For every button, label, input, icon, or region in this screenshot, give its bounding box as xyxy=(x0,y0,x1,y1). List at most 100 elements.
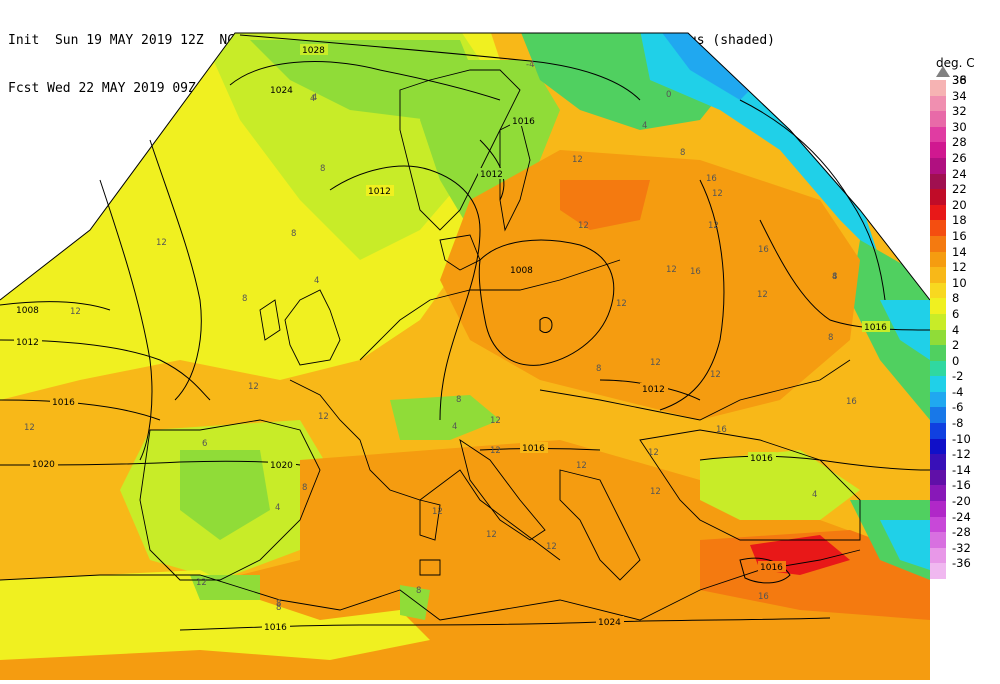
contour-label: 0 xyxy=(666,90,671,100)
legend-label: 36 xyxy=(952,73,967,87)
legend-swatch xyxy=(930,313,946,330)
contour-label: 12 xyxy=(666,265,677,275)
contour-label: 16 xyxy=(846,397,857,407)
legend-row: 8 xyxy=(930,291,1000,314)
legend-swatch xyxy=(930,547,946,564)
contour-label: 8 xyxy=(832,272,837,282)
legend-row: 28 xyxy=(930,135,1000,158)
legend-row: -32 xyxy=(930,541,1000,564)
legend-row: -6 xyxy=(930,400,1000,424)
legend-row: 22 xyxy=(930,182,1000,205)
legend-swatch xyxy=(930,189,946,205)
legend-row: -16 xyxy=(930,478,1000,502)
legend-label: 22 xyxy=(952,182,967,197)
contour-label: -4 xyxy=(526,60,534,70)
legend-row: -20 xyxy=(930,494,1000,517)
legend-label: 32 xyxy=(952,104,967,119)
contour-label: 16 xyxy=(758,245,769,255)
legend-swatch xyxy=(930,391,946,408)
contour-label: 4 xyxy=(312,93,317,103)
legend-row: 12 xyxy=(930,260,1000,283)
legend-swatch xyxy=(930,360,946,377)
legend-swatch xyxy=(930,95,946,112)
contour-label: 12 xyxy=(432,507,443,517)
legend-swatch xyxy=(930,267,946,283)
legend-label: -32 xyxy=(952,540,971,555)
isobar-label: 1024 xyxy=(270,86,293,96)
legend-swatch xyxy=(930,204,946,221)
contour-label: 12 xyxy=(318,412,329,422)
contour-label: 8 xyxy=(302,483,307,493)
legend-row: -4 xyxy=(930,385,1000,408)
legend-swatch xyxy=(930,563,946,579)
contour-label: 12 xyxy=(196,578,207,588)
legend-label: -4 xyxy=(952,384,964,399)
isobar-label: 1016 xyxy=(522,444,545,454)
legend-swatch xyxy=(930,423,946,439)
legend-row: 2 xyxy=(930,338,1000,361)
legend-row: -36 xyxy=(930,556,1000,579)
contour-label: 4 xyxy=(314,276,319,286)
legend-row: 36 xyxy=(930,73,1000,96)
contour-label: 16 xyxy=(690,267,701,277)
legend-row: -14 xyxy=(930,463,1000,486)
isobar-labels: 1028 1024 1012 1008 1012 1016 1020 1020 … xyxy=(14,44,890,633)
contour-label: 12 xyxy=(572,155,583,165)
contour-label: 12 xyxy=(757,290,768,300)
legend-swatch xyxy=(930,438,946,455)
legend-label: -36 xyxy=(952,556,971,571)
legend-swatch xyxy=(930,173,946,190)
contour-label: 12 xyxy=(650,358,661,368)
contour-label: 12 xyxy=(490,446,501,456)
legend-label: 12 xyxy=(952,260,967,275)
legend-label: 0 xyxy=(952,353,960,368)
contour-label: 12 xyxy=(648,448,659,458)
legend-swatch xyxy=(930,501,946,517)
legend-label: 28 xyxy=(952,135,967,150)
legend-swatch xyxy=(930,80,946,96)
legend-label: 24 xyxy=(952,166,967,181)
legend-label: 30 xyxy=(952,119,967,134)
legend-label: 14 xyxy=(952,244,967,259)
legend-row: 18 xyxy=(930,213,1000,236)
contour-label: 12 xyxy=(70,307,81,317)
legend-swatch xyxy=(930,111,946,127)
coastlines xyxy=(0,69,861,621)
legend-swatch xyxy=(930,485,946,502)
legend-label: -28 xyxy=(952,525,971,540)
legend-top-arrow-icon xyxy=(936,66,950,77)
legend-swatch xyxy=(930,220,946,236)
contour-label: 8 xyxy=(680,148,685,158)
legend-row: -12 xyxy=(930,447,1000,470)
contour-labels: 4 8 12 12 8 8 4 12 12 4 12 12 12 12 16 8… xyxy=(24,60,857,613)
contour-label: 4 xyxy=(642,121,647,131)
isobar-label: 1016 xyxy=(264,623,287,633)
legend-label: -8 xyxy=(952,416,964,431)
legend-label: 10 xyxy=(952,275,967,290)
legend-swatch xyxy=(930,235,946,252)
contour-label: 12 xyxy=(546,542,557,552)
contour-label: 16 xyxy=(706,174,717,184)
contour-label: 8 xyxy=(242,294,247,304)
isobars xyxy=(0,34,931,631)
isobar-label: 1008 xyxy=(510,266,533,276)
legend-label: 34 xyxy=(952,88,967,103)
legend-row: 20 xyxy=(930,198,1000,221)
legend-row: 6 xyxy=(930,307,1000,330)
legend-label: 4 xyxy=(952,322,960,337)
legend-label: -24 xyxy=(952,509,971,524)
contour-label: 8 xyxy=(828,333,833,343)
contour-label: 16 xyxy=(758,592,769,602)
contour-label: 12 xyxy=(248,382,259,392)
legend-swatch xyxy=(930,329,946,346)
isobar-label: 1020 xyxy=(270,461,293,471)
legend-row: -24 xyxy=(930,510,1000,533)
contour-label: 8 xyxy=(276,599,281,609)
contour-label: 16 xyxy=(716,425,727,435)
isobar-label: 1020 xyxy=(32,460,55,470)
legend-label: -12 xyxy=(952,447,971,462)
legend-swatch xyxy=(930,516,946,533)
legend-row: -28 xyxy=(930,525,1000,548)
legend-label: -10 xyxy=(952,431,971,446)
